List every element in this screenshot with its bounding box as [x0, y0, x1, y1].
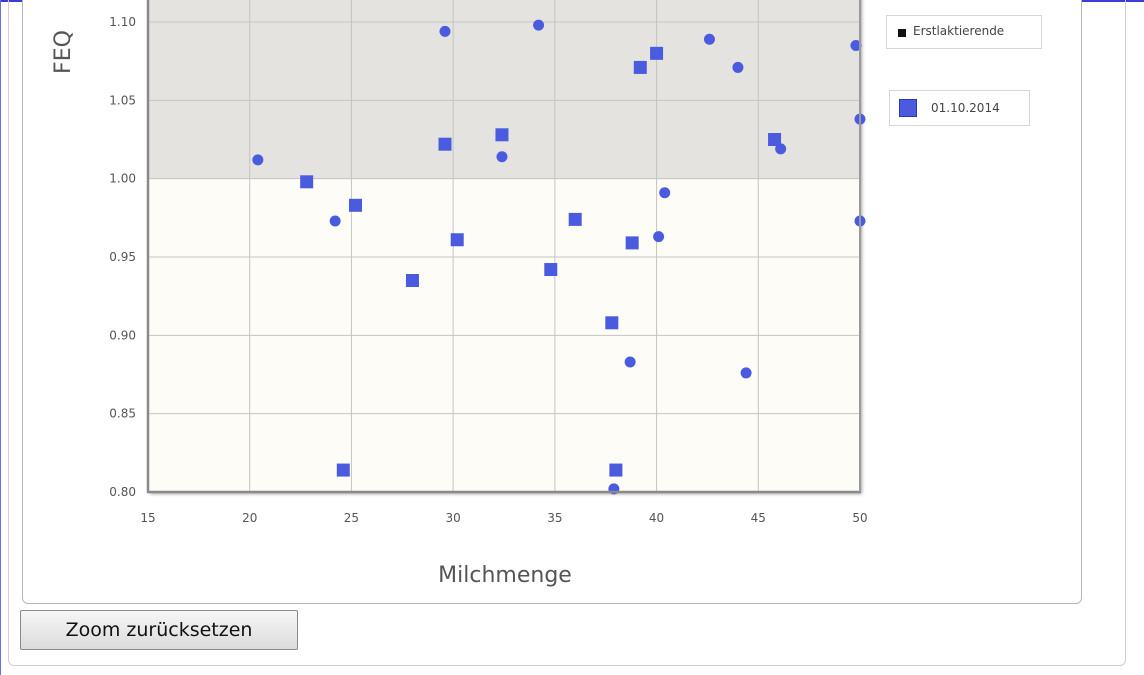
data-point-square	[405, 274, 419, 287]
x-tick-label: 35	[547, 511, 562, 525]
x-tick-label: 20	[242, 511, 257, 525]
zoom-reset-button[interactable]: Zoom zurücksetzen	[20, 610, 298, 650]
y-tick-label: 0.95	[109, 250, 136, 264]
legend-swatch-icon	[898, 29, 906, 37]
data-point-circle	[439, 25, 451, 37]
y-tick-label: 1.10	[109, 15, 136, 29]
x-tick-label: 50	[852, 511, 867, 525]
legend-erstlaktierende[interactable]: Erstlaktierende	[886, 15, 1042, 49]
data-point-circle	[850, 40, 862, 51]
y-tick-label: 1.00	[109, 172, 136, 186]
x-tick-label: 30	[446, 511, 461, 525]
data-point-circle	[329, 215, 341, 227]
window-left-border	[0, 0, 1, 675]
x-tick-label: 45	[751, 511, 766, 525]
y-tick-label: 0.90	[109, 328, 136, 342]
plot-band	[148, 0, 860, 179]
outer-panel	[8, 0, 1126, 666]
data-point-circle	[703, 33, 715, 45]
legend-date-series[interactable]: 01.10.2014	[889, 90, 1030, 126]
data-point-square	[495, 128, 509, 142]
y-tick-label: 0.85	[109, 407, 136, 421]
data-point-square	[633, 60, 647, 74]
data-point-circle	[252, 154, 264, 166]
data-point-circle	[624, 356, 636, 368]
x-tick-label: 40	[649, 511, 664, 525]
data-point-circle	[533, 19, 545, 31]
data-point-square	[768, 133, 782, 146]
data-point-circle	[653, 231, 665, 243]
data-point-square	[438, 137, 452, 151]
y-tick-label: 0.80	[109, 485, 136, 499]
data-point-square	[609, 463, 623, 477]
data-point-circle	[775, 143, 787, 155]
data-point-square	[336, 463, 350, 477]
legend-swatch-icon	[899, 99, 917, 117]
data-point-square	[300, 175, 314, 189]
data-point-square	[544, 263, 558, 277]
legend-label: Erstlaktierende	[913, 24, 1005, 38]
y-axis-label: FEQ	[51, 30, 76, 74]
data-point-circle	[496, 151, 508, 163]
data-point-square	[568, 212, 582, 226]
data-point-square	[348, 198, 362, 212]
data-point-square	[625, 236, 639, 250]
x-axis-label: Milchmenge	[438, 563, 572, 588]
data-point-circle	[740, 367, 752, 379]
data-point-square	[650, 46, 664, 60]
x-tick-label: 25	[344, 511, 359, 525]
legend-label: 01.10.2014	[931, 101, 1000, 115]
data-point-square	[605, 316, 619, 330]
x-tick-label: 15	[140, 511, 155, 525]
y-tick-label: 1.05	[109, 93, 136, 107]
data-point-circle	[659, 187, 671, 199]
data-point-square	[450, 233, 464, 247]
data-point-circle	[732, 61, 744, 73]
